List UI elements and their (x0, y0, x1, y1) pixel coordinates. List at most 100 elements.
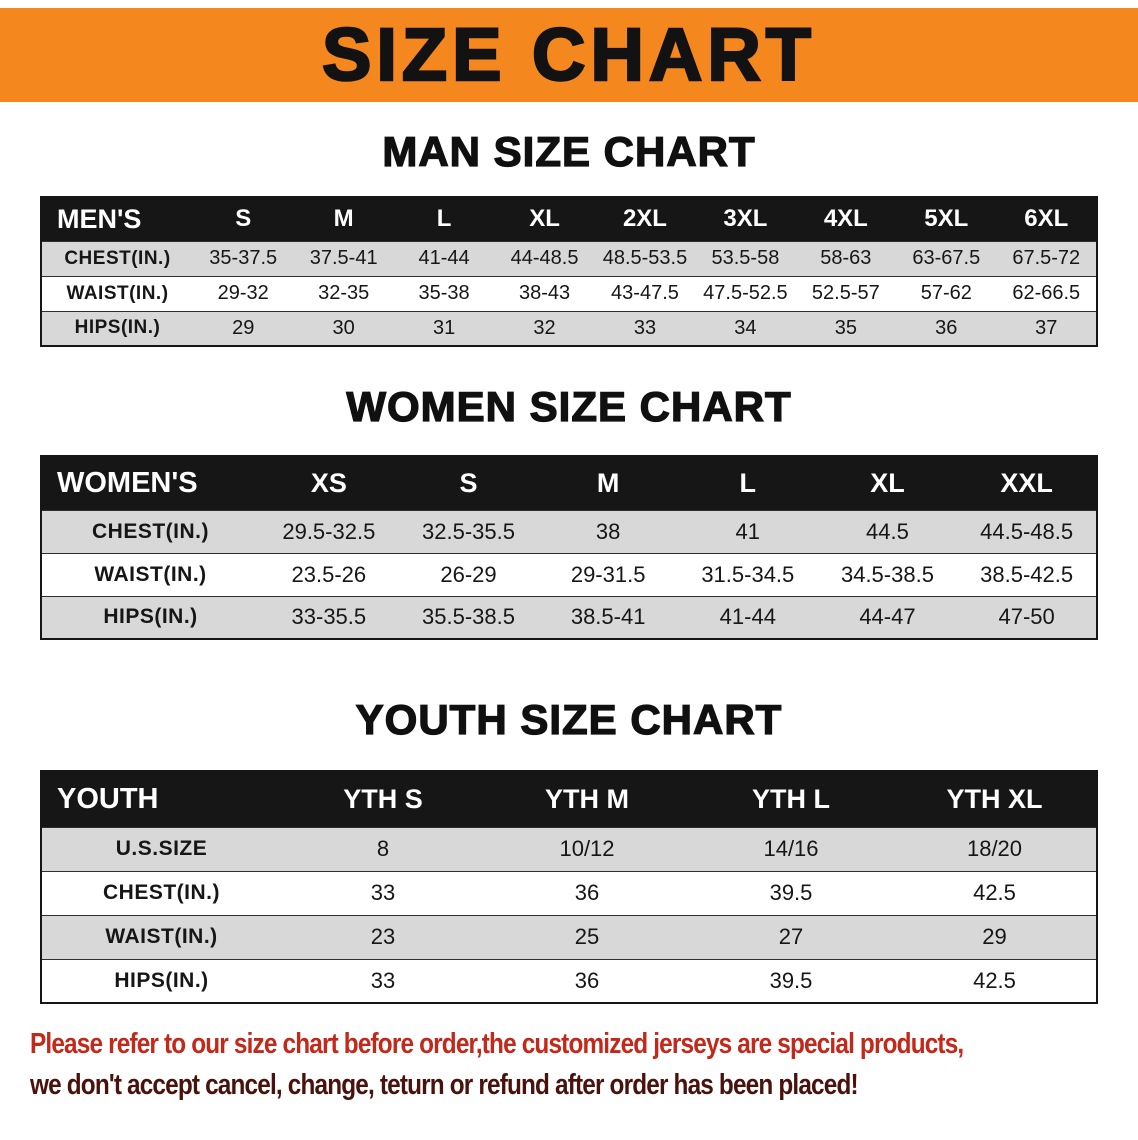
womens-table-row: CHEST(IN.) 29.5-32.5 32.5-35.5 38 41 44.5 44.5… (41, 509, 1097, 553)
size-value-cell: 41 (677, 509, 818, 553)
size-value-cell: 32-35 (293, 275, 394, 311)
size-value-cell: 44-47 (817, 595, 958, 639)
size-value-cell: 36 (485, 870, 689, 915)
mens-size-header-cell: XL (494, 197, 595, 241)
size-value-cell: 41-44 (393, 240, 495, 276)
size-value-cell: 32.5-35.5 (398, 509, 539, 553)
size-value-cell: 25 (485, 914, 689, 959)
mens-size-header-cell: 5XL (896, 197, 997, 241)
size-value-cell: 62-66.5 (996, 275, 1097, 311)
size-value-cell: 33 (594, 310, 696, 346)
womens-size-header-cell: S (398, 456, 539, 510)
size-value-cell: 53.5-58 (695, 240, 796, 276)
size-value-cell: 44.5 (817, 509, 958, 553)
womens-size-table: WOMEN'S XS S M L XL XXL CHEST(IN.) 29.5-32.5 32.5… (40, 455, 1098, 640)
youth-group-label: YOUTH (41, 771, 281, 827)
row-label: U.S.SIZE (41, 826, 281, 871)
size-value-cell: 39.5 (689, 958, 893, 1003)
womens-header-row: WOMEN'S XS S M L XL XXL (41, 456, 1097, 510)
size-value-cell: 29-31.5 (538, 552, 678, 596)
size-value-cell: 35 (795, 310, 897, 346)
size-value-cell: 63-67.5 (896, 240, 997, 276)
womens-table-body: CHEST(IN.) 29.5-32.5 32.5-35.5 38 41 44.5 44.5… (41, 509, 1097, 639)
size-value-cell: 27 (689, 914, 893, 959)
notice-line-2: we don't accept cancel, change, teturn o… (30, 1069, 859, 1101)
youth-header-row: YOUTH YTH S YTH M YTH L YTH XL (41, 771, 1097, 827)
mens-size-chart-section: MAN SIZE CHART MEN'S S M L XL 2XL 3XL 4XL 5XL 6XL C… (0, 127, 1138, 347)
size-value-cell: 33 (281, 870, 485, 915)
youth-table-row: U.S.SIZE 8 10/12 14/16 18/20 (41, 826, 1097, 871)
row-label: HIPS(IN.) (41, 595, 259, 639)
size-value-cell: 31 (393, 310, 495, 346)
mens-size-header-cell: L (393, 197, 495, 241)
size-value-cell: 38.5-42.5 (957, 552, 1097, 596)
size-value-cell: 35-37.5 (193, 240, 294, 276)
size-value-cell: 44.5-48.5 (957, 509, 1097, 553)
size-value-cell: 43-47.5 (594, 275, 696, 311)
youth-table-body: U.S.SIZE 8 10/12 14/16 18/20 CHEST(IN.) 33 36 39… (41, 826, 1097, 1003)
size-chart-page: SIZE CHART MAN SIZE CHART MEN'S S M L XL 2XL 3X… (0, 8, 1138, 1102)
size-value-cell: 48.5-53.5 (594, 240, 696, 276)
size-value-cell: 29-32 (193, 275, 294, 311)
youth-table-row: WAIST(IN.) 23 25 27 29 (41, 914, 1097, 959)
youth-table-head: YOUTH YTH S YTH M YTH L YTH XL (41, 771, 1097, 827)
womens-size-header-cell: XS (259, 456, 399, 510)
size-value-cell: 36 (896, 310, 997, 346)
mens-size-header-cell: 6XL (996, 197, 1097, 241)
womens-size-header-cell: XL (817, 456, 958, 510)
size-value-cell: 36 (485, 958, 689, 1003)
row-label: CHEST(IN.) (41, 870, 281, 915)
size-value-cell: 26-29 (398, 552, 539, 596)
womens-section-heading: WOMEN SIZE CHART (346, 382, 792, 430)
mens-size-table: MEN'S S M L XL 2XL 3XL 4XL 5XL 6XL CHEST(IN.) 35-37… (40, 196, 1098, 347)
size-value-cell: 29 (893, 914, 1097, 959)
youth-size-header-cell: YTH XL (893, 771, 1097, 827)
size-value-cell: 10/12 (485, 826, 689, 871)
youth-section-heading: YOUTH SIZE CHART (355, 695, 783, 743)
size-value-cell: 58-63 (795, 240, 897, 276)
mens-table-head: MEN'S S M L XL 2XL 3XL 4XL 5XL 6XL (41, 197, 1097, 241)
notice-line-1: Please refer to our size chart before or… (30, 1028, 964, 1060)
size-value-cell: 30 (293, 310, 394, 346)
size-value-cell: 44-48.5 (494, 240, 595, 276)
youth-table-row: HIPS(IN.) 33 36 39.5 42.5 (41, 958, 1097, 1003)
size-value-cell: 29 (193, 310, 294, 346)
size-value-cell: 41-44 (677, 595, 818, 639)
charts-container: MAN SIZE CHART MEN'S S M L XL 2XL 3XL 4XL 5XL 6XL C… (0, 127, 1138, 1004)
youth-size-table: YOUTH YTH S YTH M YTH L YTH XL U.S.SIZE 8 10/12… (40, 770, 1098, 1004)
row-label: WAIST(IN.) (41, 275, 193, 311)
size-value-cell: 38 (538, 509, 678, 553)
row-label: HIPS(IN.) (41, 310, 193, 346)
womens-size-header-cell: L (677, 456, 818, 510)
size-value-cell: 52.5-57 (795, 275, 897, 311)
size-value-cell: 38.5-41 (538, 595, 678, 639)
row-label: CHEST(IN.) (41, 509, 259, 553)
mens-size-header-cell: S (193, 197, 294, 241)
row-label: HIPS(IN.) (41, 958, 281, 1003)
mens-table-row: WAIST(IN.) 29-32 32-35 35-38 38-43 43-47.5 47.… (41, 275, 1097, 311)
womens-size-header-cell: M (538, 456, 678, 510)
size-value-cell: 29.5-32.5 (259, 509, 399, 553)
footer-notice: Please refer to our size chart before or… (30, 1028, 1138, 1102)
size-value-cell: 37.5-41 (293, 240, 394, 276)
mens-size-header-cell: 4XL (795, 197, 897, 241)
size-value-cell: 34 (695, 310, 796, 346)
size-value-cell: 47-50 (957, 595, 1097, 639)
youth-size-header-cell: YTH S (281, 771, 485, 827)
womens-size-chart-section: WOMEN SIZE CHART WOMEN'S XS S M L XL XXL CHEST(I… (0, 382, 1138, 640)
womens-group-label: WOMEN'S (41, 456, 259, 510)
mens-table-row: CHEST(IN.) 35-37.5 37.5-41 41-44 44-48.5 48.5… (41, 240, 1097, 276)
banner: SIZE CHART (0, 8, 1138, 102)
mens-size-header-cell: 3XL (695, 197, 796, 241)
size-value-cell: 38-43 (494, 275, 595, 311)
size-value-cell: 32 (494, 310, 595, 346)
page-title: SIZE CHART (321, 13, 816, 96)
womens-table-head: WOMEN'S XS S M L XL XXL (41, 456, 1097, 510)
size-value-cell: 33 (281, 958, 485, 1003)
size-value-cell: 18/20 (893, 826, 1097, 871)
size-value-cell: 42.5 (893, 870, 1097, 915)
size-value-cell: 47.5-52.5 (695, 275, 796, 311)
size-value-cell: 23 (281, 914, 485, 959)
mens-header-row: MEN'S S M L XL 2XL 3XL 4XL 5XL 6XL (41, 197, 1097, 241)
youth-size-header-cell: YTH L (689, 771, 893, 827)
